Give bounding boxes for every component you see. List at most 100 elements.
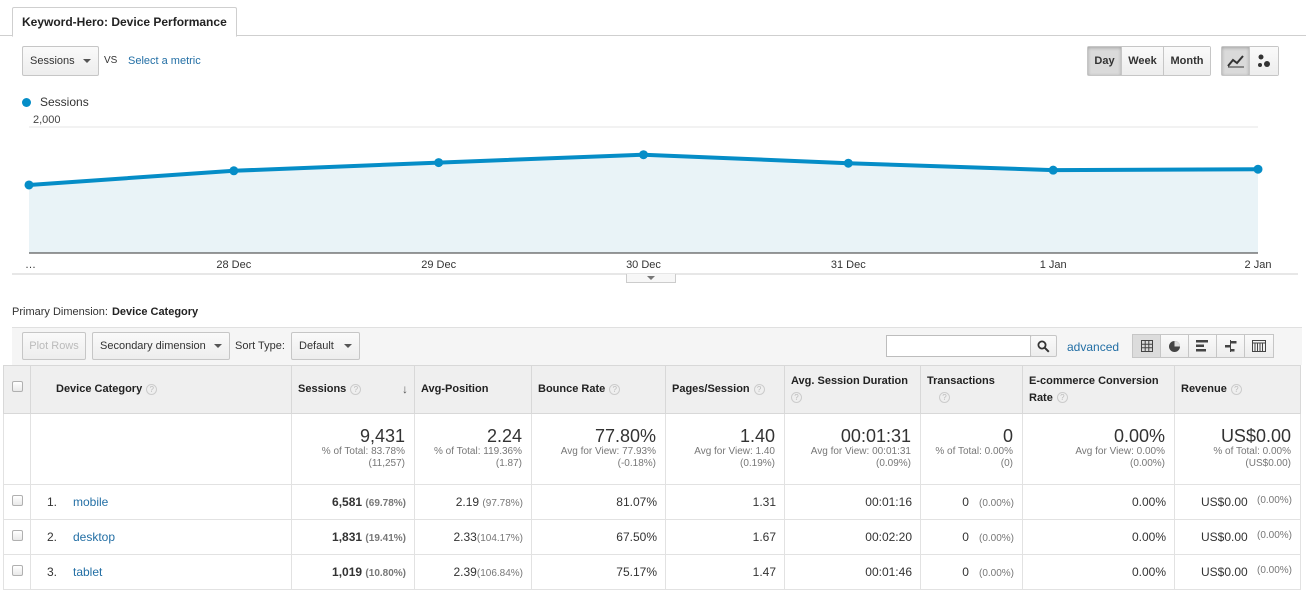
data-table: Device Category? ↓ Sessions? Avg-Position…: [3, 365, 1301, 590]
total-sub: Avg for View: 00:01:31: [810, 446, 911, 457]
row-revenue: US$0.00 (0.00%): [1174, 519, 1301, 555]
period-day-button[interactable]: Day: [1088, 47, 1122, 75]
help-icon[interactable]: ?: [791, 392, 802, 404]
cell-pct: (69.78%): [365, 498, 406, 509]
metric-select[interactable]: Sessions: [22, 46, 99, 76]
row-dimension-link[interactable]: mobile: [73, 495, 109, 509]
table-view-icon[interactable]: [1133, 335, 1161, 357]
row-conversion-rate: 0.00%: [1022, 554, 1175, 590]
x-tick-label: 29 Dec: [421, 259, 456, 271]
help-icon[interactable]: ?: [1230, 383, 1242, 395]
row-conversion-rate: 0.00%: [1022, 484, 1175, 520]
row-select[interactable]: [3, 519, 31, 555]
report-tab[interactable]: Keyword-Hero: Device Performance: [12, 7, 237, 37]
cell-value: 6,581: [332, 495, 363, 509]
chevron-down-icon: [83, 59, 91, 63]
chart-collapse-handle[interactable]: [626, 274, 676, 283]
total-sub: (-0.18%): [617, 458, 656, 469]
cell-value: US$0.00: [1201, 565, 1248, 579]
header-sessions[interactable]: ↓ Sessions?: [291, 365, 415, 414]
row-transactions: 0 (0.00%): [920, 554, 1023, 590]
pie-view-icon[interactable]: [1161, 335, 1189, 357]
help-icon[interactable]: ?: [609, 383, 621, 395]
help-icon[interactable]: ?: [350, 383, 362, 395]
total-sub: (US$0.00): [1245, 458, 1291, 469]
sort-type-select[interactable]: Default: [291, 332, 360, 360]
select-all-checkbox[interactable]: [11, 381, 23, 392]
help-icon[interactable]: ?: [1056, 392, 1068, 404]
row-avg-duration: 00:01:16: [784, 484, 921, 520]
x-tick-label: 31 Dec: [831, 259, 866, 271]
total-sub: (0.00%): [1129, 458, 1165, 469]
row-transactions: 0 (0.00%): [920, 519, 1023, 555]
row-revenue: US$0.00 (0.00%): [1174, 484, 1301, 520]
select-metric-link[interactable]: Select a metric: [128, 55, 201, 67]
header-label: Revenue: [1181, 383, 1227, 395]
total-avg-duration: 00:01:31 Avg for View: 00:01:31 (0.09%): [784, 413, 921, 485]
cell-value: 0: [962, 565, 969, 579]
row-checkbox[interactable]: [12, 495, 23, 506]
period-week-button[interactable]: Week: [1122, 47, 1164, 75]
row-dimension-link[interactable]: desktop: [73, 530, 116, 544]
row-checkbox[interactable]: [12, 565, 23, 576]
search-button[interactable]: [1030, 335, 1057, 357]
totals-spacer: [30, 413, 292, 485]
row-index: 2.: [47, 530, 58, 544]
chart-type-selector: [1221, 46, 1279, 76]
row-checkbox[interactable]: [12, 530, 23, 541]
row-revenue: US$0.00 (0.00%): [1174, 554, 1301, 590]
pivot-view-icon[interactable]: [1245, 335, 1273, 357]
cell-pct: (97.78%): [482, 498, 523, 509]
total-sub: (0.09%): [875, 458, 911, 469]
sort-type-label: Sort Type:: [235, 340, 285, 352]
total-transactions: 0% of Total: 0.00% (0): [920, 413, 1023, 485]
cell-pct: (104.17%): [476, 533, 523, 544]
header-pages-session[interactable]: Pages/Session?: [665, 365, 785, 414]
header-revenue[interactable]: Revenue?: [1174, 365, 1301, 414]
period-month-button[interactable]: Month: [1164, 47, 1210, 75]
total-sub: % of Total: 119.36%: [433, 446, 522, 457]
advanced-filter-link[interactable]: advanced: [1067, 340, 1120, 354]
header-avg-position[interactable]: Avg-Position: [414, 365, 532, 414]
help-icon[interactable]: ?: [753, 383, 765, 395]
header-select-all[interactable]: [3, 365, 31, 414]
table-view-selector: [1132, 334, 1274, 358]
primary-dimension-value[interactable]: Device Category: [111, 306, 199, 318]
row-dimension: 3. tablet: [30, 554, 292, 590]
header-conversion-rate[interactable]: E-commerce Conversion Rate?: [1022, 365, 1175, 414]
table-search-input[interactable]: [886, 335, 1031, 357]
row-pages-session: 1.47: [665, 554, 785, 590]
chevron-down-icon: [647, 276, 655, 280]
help-icon[interactable]: ?: [146, 383, 158, 395]
secondary-dimension-select[interactable]: Secondary dimension: [92, 332, 230, 360]
motion-chart-icon[interactable]: [1250, 47, 1278, 75]
header-transactions[interactable]: Transactions?: [920, 365, 1023, 414]
header-bounce-rate[interactable]: Bounce Rate?: [531, 365, 666, 414]
help-icon[interactable]: ?: [939, 392, 950, 404]
comparison-view-icon[interactable]: [1217, 335, 1245, 357]
header-avg-duration[interactable]: Avg. Session Duration?: [784, 365, 921, 414]
report-tab-bar: Keyword-Hero: Device Performance: [0, 0, 1306, 37]
chevron-down-icon: [344, 344, 352, 348]
row-select[interactable]: [3, 484, 31, 520]
row-avg-duration: 00:01:46: [784, 554, 921, 590]
data-point: [24, 180, 34, 190]
row-bounce-rate: 81.07%: [531, 484, 666, 520]
period-selector: Day Week Month: [1087, 46, 1211, 76]
table-row: 2. desktop 1,831 (19.41%) 2.33(104.17%) 6…: [3, 519, 1301, 555]
data-point: [1048, 165, 1058, 175]
total-value: 1.40: [739, 426, 775, 446]
totals-spacer: [3, 413, 31, 485]
total-value: 00:01:31: [840, 426, 911, 446]
total-value: 77.80%: [594, 426, 656, 446]
row-dimension-link[interactable]: tablet: [73, 565, 103, 579]
cell-value: US$0.00: [1201, 530, 1248, 544]
header-device-category[interactable]: Device Category?: [30, 365, 292, 414]
line-chart-icon[interactable]: [1222, 47, 1250, 75]
performance-view-icon[interactable]: [1189, 335, 1217, 357]
header-label: Transactions: [927, 374, 995, 387]
plot-rows-button[interactable]: Plot Rows: [22, 332, 86, 360]
cell-pct: (0.00%): [1256, 565, 1292, 576]
total-value: US$0.00: [1220, 426, 1291, 446]
row-select[interactable]: [3, 554, 31, 590]
